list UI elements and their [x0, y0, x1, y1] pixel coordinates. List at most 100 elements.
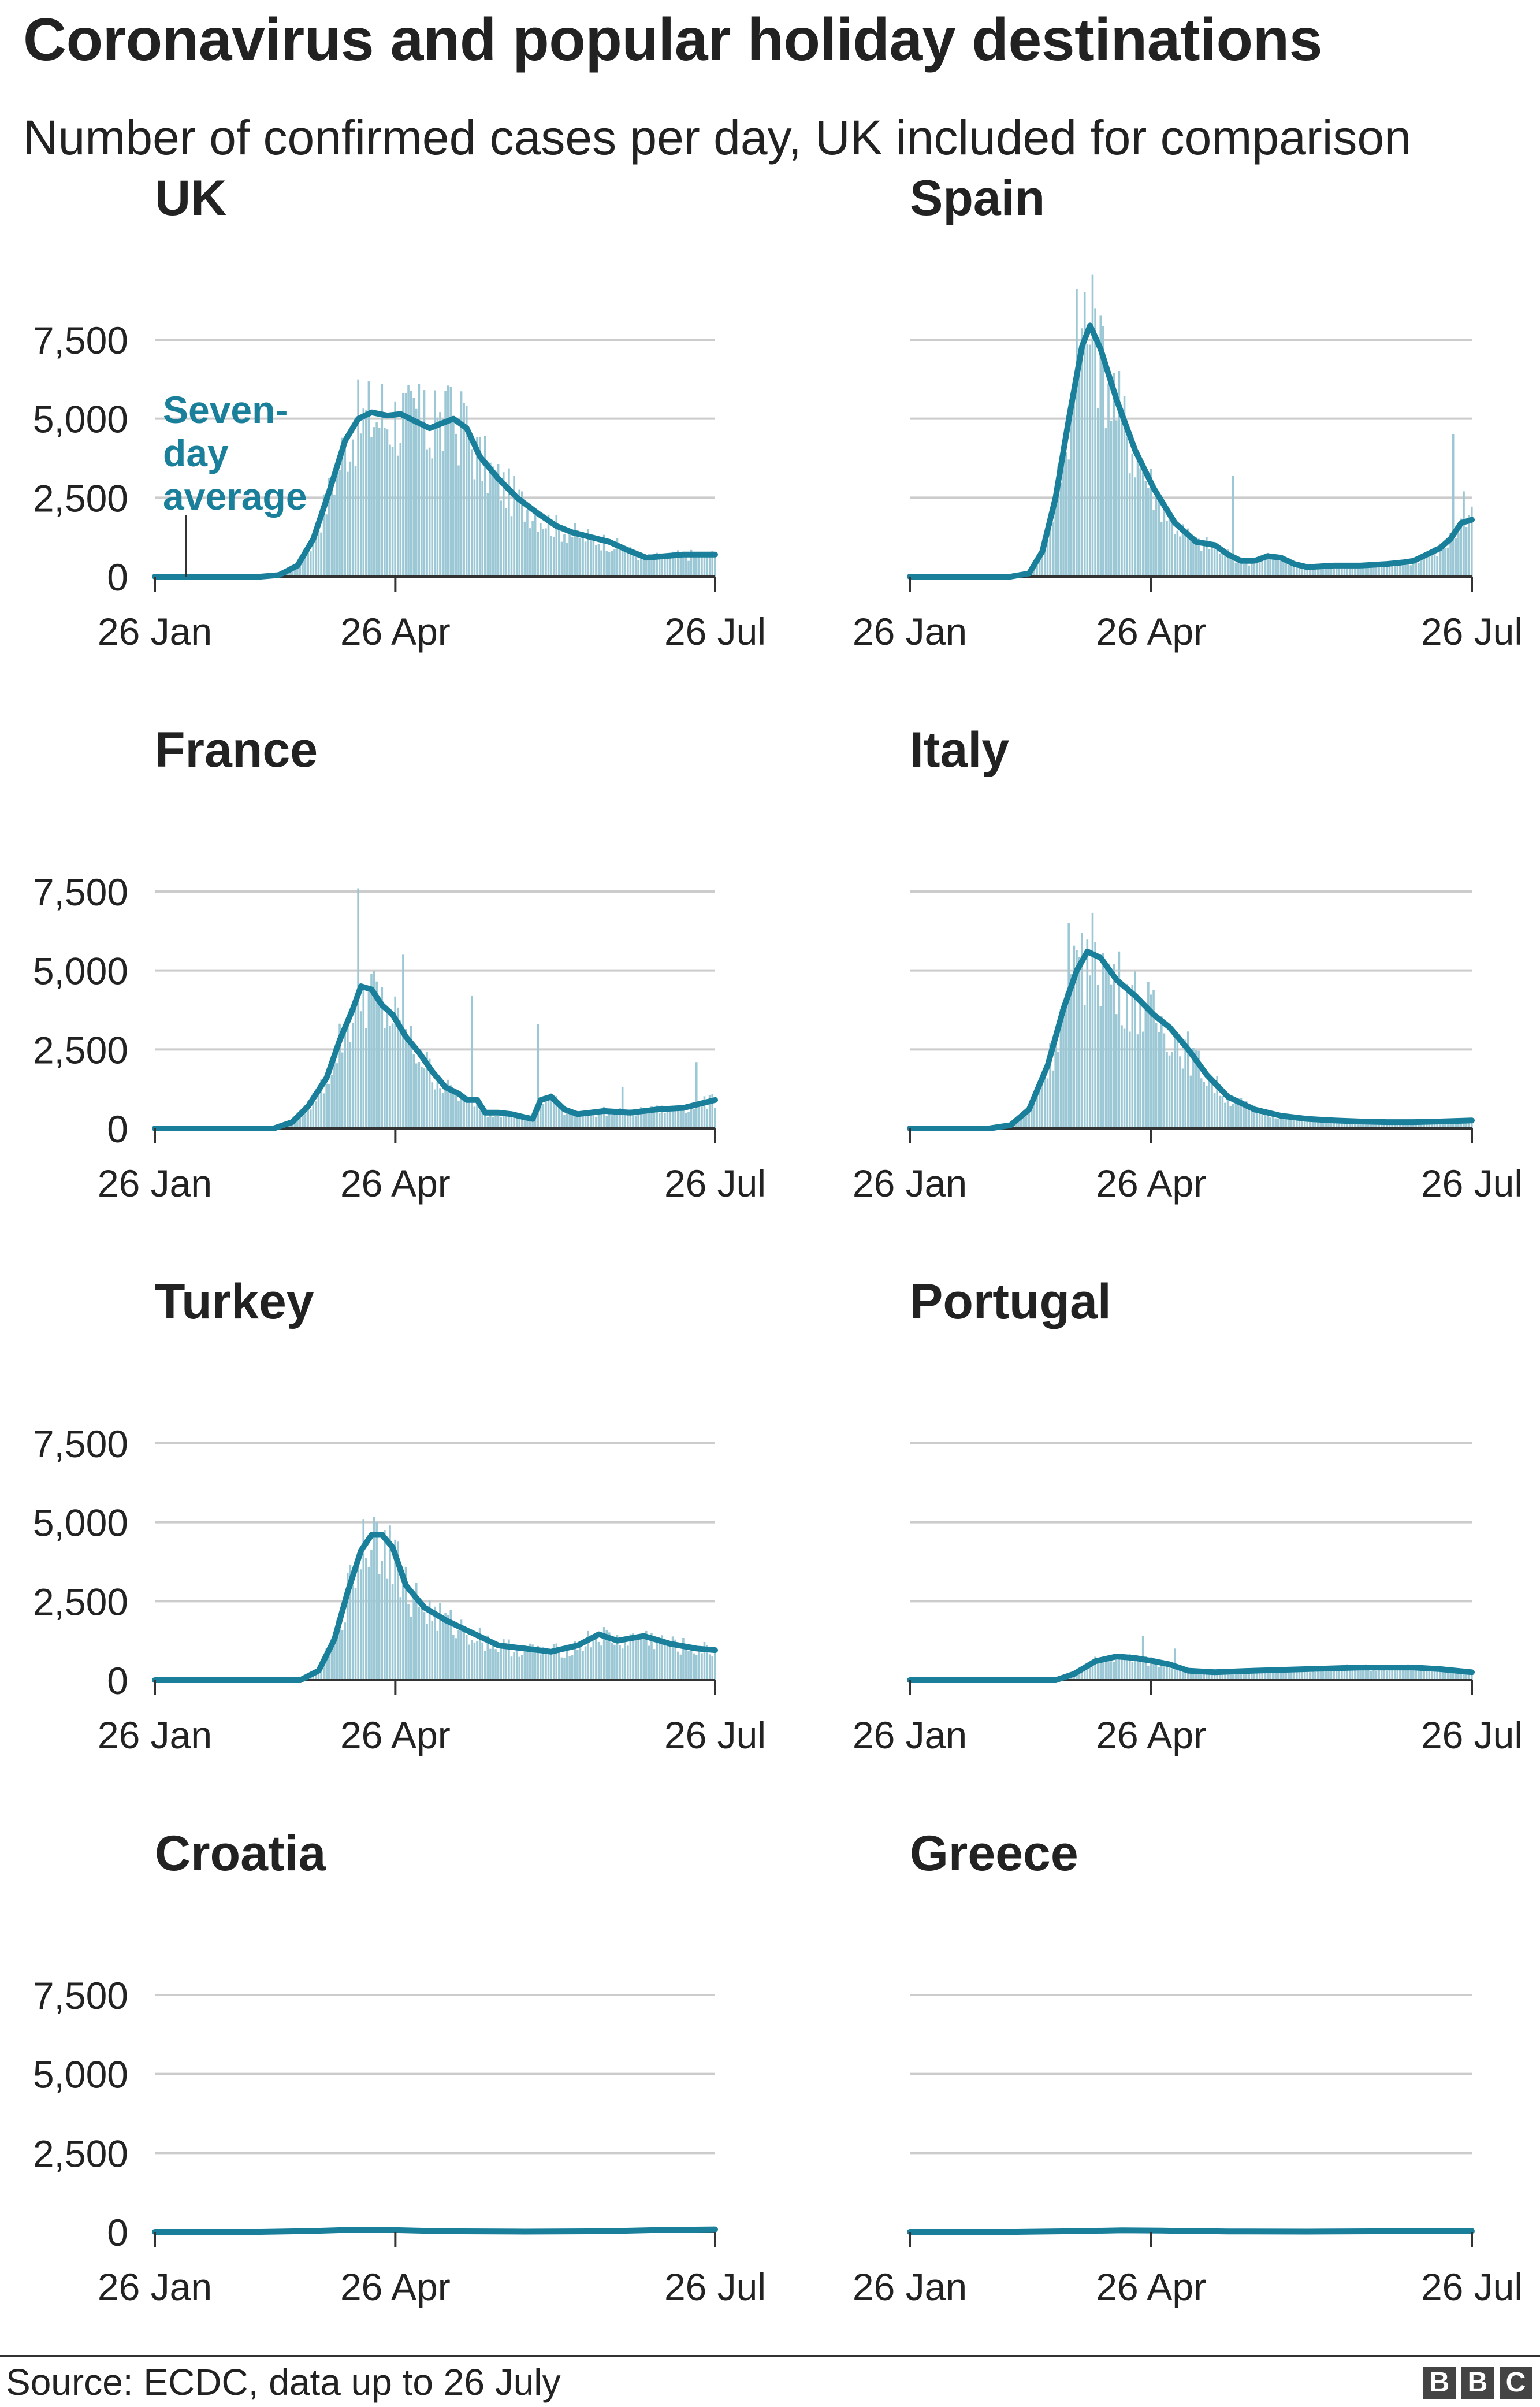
daily-bar	[695, 1062, 698, 1128]
daily-bar	[608, 1632, 611, 1680]
daily-bar	[555, 1095, 558, 1128]
daily-bar	[1176, 1669, 1179, 1680]
x-tick-label: 26 Jul	[664, 1714, 766, 1756]
daily-bar	[1253, 1105, 1256, 1128]
daily-bar	[1303, 1671, 1306, 1680]
daily-bar	[1179, 1056, 1181, 1128]
daily-bar	[317, 1089, 320, 1128]
daily-bar	[1333, 1122, 1335, 1128]
daily-bar	[362, 408, 365, 577]
daily-bar	[698, 1648, 701, 1680]
daily-bar	[322, 1093, 325, 1128]
daily-bar	[441, 1093, 444, 1128]
daily-bar	[1234, 1104, 1237, 1128]
daily-bar	[296, 563, 299, 577]
daily-bar	[1309, 1121, 1311, 1128]
daily-bar	[639, 1107, 642, 1128]
daily-bar	[421, 1608, 423, 1680]
daily-bar	[661, 558, 664, 577]
daily-bar	[349, 1565, 352, 1680]
daily-bar	[706, 1644, 708, 1680]
daily-bar	[582, 1115, 584, 1128]
daily-bar	[529, 1643, 531, 1680]
daily-bar	[447, 1615, 449, 1680]
daily-bar	[418, 1607, 421, 1680]
daily-bar	[463, 1093, 465, 1128]
daily-bar	[608, 552, 611, 577]
daily-bar	[1248, 1108, 1251, 1128]
daily-bar	[529, 1116, 531, 1128]
daily-bar	[307, 1101, 309, 1128]
daily-bar	[1399, 1670, 1401, 1680]
daily-bar	[540, 1101, 542, 1128]
daily-bar	[1081, 933, 1083, 1128]
daily-bar	[695, 1655, 698, 1680]
daily-bar	[304, 1105, 307, 1128]
daily-bar	[428, 1600, 431, 1680]
daily-bar	[1054, 490, 1057, 577]
daily-bar	[328, 1650, 330, 1680]
daily-bar	[1370, 1671, 1372, 1680]
daily-bar	[650, 556, 653, 577]
daily-bar	[373, 427, 375, 577]
daily-bar	[381, 1561, 384, 1680]
y-tick-label: 0	[107, 2211, 128, 2254]
daily-bar	[444, 1089, 447, 1128]
daily-bar	[349, 461, 352, 577]
daily-bar	[589, 1115, 592, 1128]
daily-bar	[1051, 1070, 1054, 1128]
seven-day-average-line	[907, 1654, 1475, 1683]
daily-bar	[515, 1113, 518, 1128]
daily-bar	[1396, 564, 1399, 577]
daily-bar	[1131, 453, 1134, 577]
daily-bar	[1341, 1120, 1343, 1128]
daily-bar	[1091, 912, 1094, 1128]
daily-bar	[619, 546, 621, 577]
daily-bar	[1232, 476, 1234, 577]
daily-bar	[452, 1635, 455, 1680]
daily-bar	[1070, 974, 1073, 1128]
daily-bar	[1144, 481, 1147, 577]
daily-bar	[410, 1617, 412, 1680]
x-tick-label: 26 Jan	[98, 1714, 212, 1756]
daily-bar	[1367, 564, 1370, 577]
daily-bar	[611, 1643, 613, 1680]
daily-bar	[682, 1638, 685, 1680]
daily-bar	[1226, 549, 1229, 577]
y-tick-label: 5,000	[33, 398, 128, 441]
daily-bar	[513, 1117, 515, 1128]
daily-bar	[1386, 1122, 1388, 1128]
daily-bar	[608, 1109, 611, 1128]
daily-bar	[587, 1110, 589, 1128]
daily-bar	[619, 1108, 621, 1128]
daily-bar	[1020, 1117, 1022, 1128]
daily-bar	[1136, 1034, 1139, 1128]
daily-bar	[706, 555, 708, 577]
daily-bar	[1070, 404, 1073, 577]
daily-bar	[634, 555, 637, 577]
daily-bar	[1086, 344, 1089, 577]
daily-bar	[505, 1643, 508, 1680]
daily-bar	[1200, 551, 1203, 577]
daily-bar	[428, 1058, 431, 1128]
daily-bar	[1243, 564, 1245, 577]
x-tick-label: 26 Jul	[664, 1162, 766, 1205]
daily-bar	[386, 1578, 389, 1680]
daily-bar	[1131, 985, 1134, 1128]
country-panel: Spain 26 Jan 26 Apr 26 Jul	[853, 170, 1523, 653]
daily-bar	[1126, 983, 1128, 1128]
daily-bar	[1418, 1121, 1420, 1128]
daily-bar	[1054, 1045, 1057, 1128]
daily-bar	[1251, 560, 1253, 577]
daily-bar	[1290, 1670, 1293, 1680]
daily-bar	[708, 556, 711, 577]
daily-bar	[465, 1095, 468, 1128]
daily-bar	[1431, 1668, 1433, 1680]
daily-bar	[1277, 555, 1279, 577]
daily-bar	[658, 1639, 661, 1680]
daily-bar	[1155, 1023, 1158, 1128]
daily-bar	[1094, 942, 1096, 1128]
daily-bar	[473, 1642, 476, 1680]
daily-bar	[685, 1113, 687, 1128]
daily-bar	[1364, 1123, 1367, 1128]
